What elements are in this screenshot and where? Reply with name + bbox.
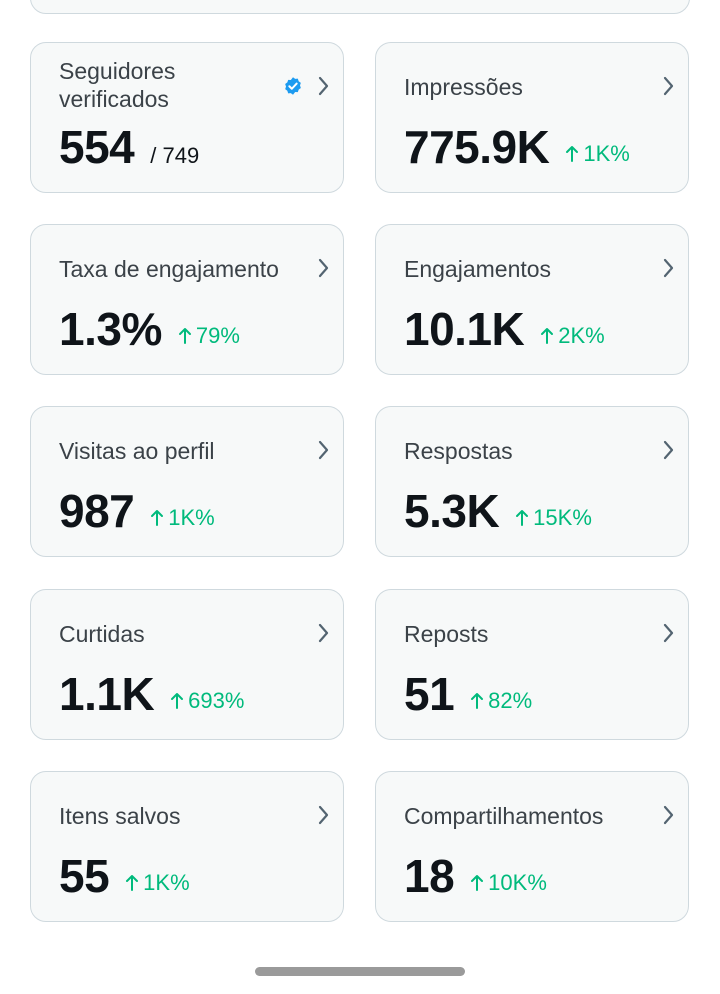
chevron-right-icon: [663, 258, 674, 278]
metric-title: Visitas ao perfil: [59, 438, 215, 464]
metric-change: 1K%: [125, 870, 190, 896]
verified-badge-icon: [285, 77, 301, 95]
metric-title: Respostas: [404, 438, 513, 464]
metric-change-value: 15K%: [533, 505, 592, 530]
chevron-right-icon: [318, 805, 329, 825]
metric-value: 554: [59, 121, 135, 173]
arrow-up-icon: [566, 146, 579, 162]
arrow-up-icon: [541, 328, 554, 344]
metric-value: 55: [59, 850, 110, 902]
metric-change-value: 693%: [188, 688, 245, 713]
metric-card-bookmarks[interactable]: Itens salvos 55 1K%: [30, 771, 344, 922]
metric-title: Curtidas: [59, 621, 145, 647]
metric-change: 1K%: [150, 505, 215, 531]
metric-change-value: 10K%: [488, 870, 547, 895]
metric-title: Itens salvos: [59, 803, 181, 829]
arrow-up-icon: [516, 510, 529, 526]
chevron-right-icon: [663, 805, 674, 825]
metric-change-value: 82%: [488, 688, 533, 713]
chevron-right-icon: [663, 76, 674, 96]
metric-change-value: 79%: [195, 323, 240, 348]
metric-card-shares[interactable]: Compartilhamentos 18 10K%: [375, 771, 689, 922]
previous-card-edge: [30, 0, 690, 14]
metric-change-value: 2K%: [558, 323, 605, 348]
metric-change: 693%: [170, 688, 244, 714]
metric-card-reposts[interactable]: Reposts 51 82%: [375, 589, 689, 740]
arrow-up-icon: [171, 693, 184, 709]
chevron-right-icon: [318, 623, 329, 643]
chevron-right-icon: [318, 258, 329, 278]
metric-card-profile-visits[interactable]: Visitas ao perfil 987 1K%: [30, 406, 344, 557]
metric-card-likes[interactable]: Curtidas 1.1K 693%: [30, 589, 344, 740]
metric-title: Compartilhamentos: [404, 803, 604, 829]
metric-title: Engajamentos: [404, 256, 552, 282]
metric-change-value: 1K%: [143, 870, 190, 895]
metric-card-engagement-rate[interactable]: Taxa de engajamento 1.3% 79%: [30, 224, 344, 375]
metric-change: 10K%: [470, 870, 547, 896]
metric-card-engagements[interactable]: Engajamentos 10.1K 2K%: [375, 224, 689, 375]
metric-change: 79%: [178, 323, 240, 349]
arrow-up-icon: [471, 693, 484, 709]
home-indicator[interactable]: [255, 967, 465, 976]
metric-title: Impressões: [404, 74, 523, 100]
arrow-up-icon: [178, 328, 191, 344]
metric-change: 15K%: [515, 505, 592, 531]
metric-value: 775.9K: [404, 121, 550, 173]
metric-value: 10.1K: [404, 303, 525, 355]
arrow-up-icon: [126, 875, 139, 891]
metric-card-replies[interactable]: Respostas 5.3K 15K%: [375, 406, 689, 557]
chevron-right-icon: [663, 440, 674, 460]
metric-change-value: 1K%: [583, 141, 630, 166]
arrow-up-icon: [471, 875, 484, 891]
metric-card-verified-followers[interactable]: Seguidores verificados 554 / 749: [30, 42, 344, 193]
metric-change: 2K%: [540, 323, 605, 349]
metric-value: 51: [404, 668, 455, 720]
chevron-right-icon: [318, 440, 329, 460]
metric-of-total: / 749: [150, 143, 200, 168]
metric-value: 987: [59, 485, 135, 537]
chevron-right-icon: [663, 623, 674, 643]
metric-card-impressions[interactable]: Impressões 775.9K 1K%: [375, 42, 689, 193]
metric-value: 5.3K: [404, 485, 500, 537]
metric-title: Seguidores verificados: [59, 58, 176, 112]
metric-change-value: 1K%: [168, 505, 215, 530]
metric-title: Reposts: [404, 621, 489, 647]
metric-value: 1.1K: [59, 668, 155, 720]
chevron-right-icon: [318, 76, 329, 96]
metric-title: Taxa de engajamento: [59, 256, 279, 282]
metric-change: 82%: [470, 688, 532, 714]
metric-value: 18: [404, 850, 455, 902]
metric-value: 1.3%: [59, 303, 162, 355]
arrow-up-icon: [151, 510, 164, 526]
metric-change: 1K%: [565, 141, 630, 167]
